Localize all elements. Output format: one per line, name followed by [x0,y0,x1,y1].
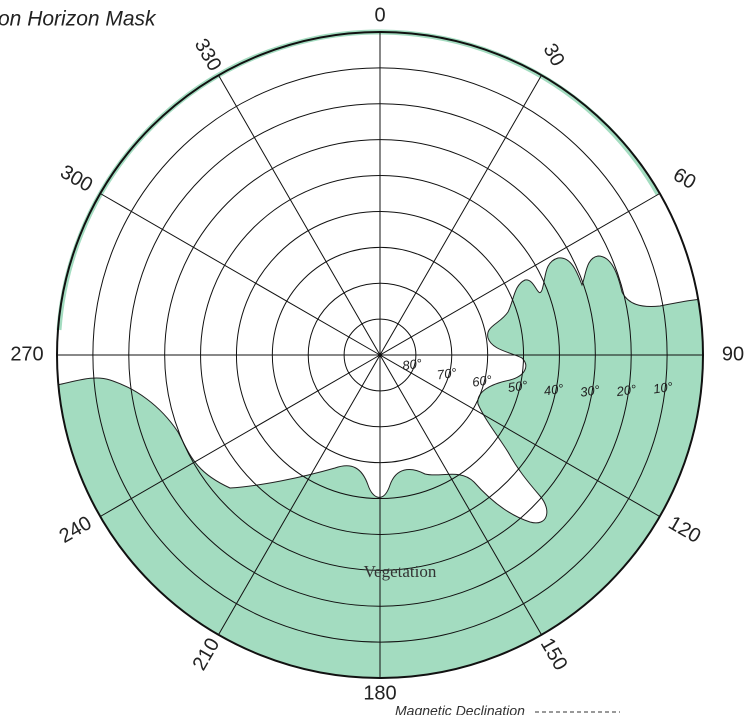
elevation-label: 30° [579,382,601,400]
elevation-label: 70° [436,365,458,383]
elevation-label: 50° [507,377,529,395]
horizon-circle [56,31,704,679]
elevation-label: 10° [652,379,674,397]
grid [57,32,703,678]
footer-label: Magnetic Declination [395,703,525,715]
azimuth-label: 30 [539,40,569,70]
horizon-mask [57,255,703,678]
mask-group [57,255,703,678]
elevation-label: 60° [471,372,493,390]
azimuth-spoke [218,354,381,635]
title: on Horizon Mask [0,8,157,31]
azimuth-spoke [379,75,542,356]
azimuth-label: 210 [189,634,225,674]
azimuth-spoke [379,354,542,635]
azimuth-label: 330 [190,35,226,75]
azimuth-spoke [218,75,381,356]
azimuth-label: 180 [363,682,396,704]
azimuth-spoke [100,193,381,356]
azimuth-label: 120 [664,512,704,548]
azimuth-label: 240 [56,512,96,548]
azimuth-label: 150 [536,634,572,674]
azimuth-spoke [100,354,381,517]
azimuth-label: 270 [10,343,43,365]
azimuth-label: 0 [374,4,385,26]
azimuth-spoke [379,354,660,517]
elevation-label: 80° [401,356,423,374]
azimuth-label: 60 [669,164,699,194]
vegetation-label: Vegetation [364,562,437,581]
azimuth-label: 90 [722,343,744,365]
azimuth-label: 300 [56,161,96,197]
elevation-label: 40° [543,381,565,399]
elevation-label: 20° [615,382,638,400]
azimuth-spoke [379,193,660,356]
